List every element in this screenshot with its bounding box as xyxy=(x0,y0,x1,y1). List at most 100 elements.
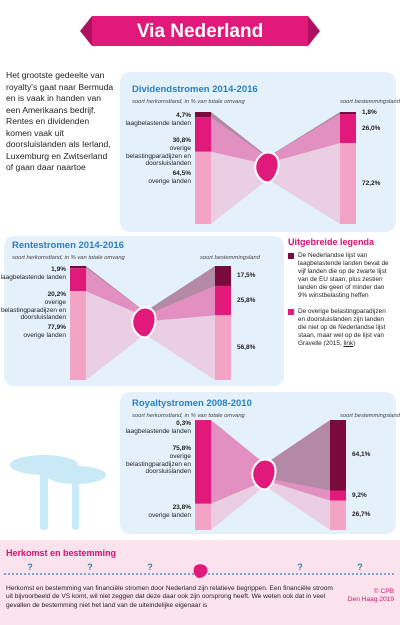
legend-item: De overige belastingparadijzen en doorsl… xyxy=(288,308,392,348)
series-label: overige belastingparadijzen en doorsluis… xyxy=(125,145,191,167)
bar-segment xyxy=(70,291,86,380)
legend-swatch xyxy=(288,309,294,315)
value-label: 75,8% xyxy=(172,445,191,452)
legend-item: De Nederlandse lijst van laagbelastende … xyxy=(288,252,392,300)
flow xyxy=(145,315,215,380)
series-label: laagbelastende landen xyxy=(125,428,191,435)
bar-segment xyxy=(215,315,231,380)
page-title: Via Nederland xyxy=(137,21,263,42)
value-label: 25,8% xyxy=(237,296,256,304)
chart-title: Royaltystromen 2008-2010 xyxy=(132,398,252,409)
nl-map xyxy=(254,151,280,184)
flow xyxy=(268,143,340,224)
series-label: laagbelastende landen xyxy=(0,274,66,281)
flow xyxy=(211,117,268,165)
route-marker: ? xyxy=(297,562,303,572)
bar-segment xyxy=(330,490,346,501)
bar-segment xyxy=(330,420,346,491)
bar-segment xyxy=(215,266,231,286)
bar-segment xyxy=(195,117,211,152)
nl-map xyxy=(251,458,277,491)
value-label: 1,8% xyxy=(362,109,377,116)
bar-segment xyxy=(70,266,86,269)
legend-title: Uitgebreide legenda xyxy=(288,237,375,247)
series-label: overige belastingparadijzen en doorsluis… xyxy=(125,453,191,475)
flow xyxy=(211,112,268,158)
bar-segment xyxy=(340,114,356,144)
credit: © CPB Den Haag 2019 xyxy=(348,588,394,605)
value-label: 72,2% xyxy=(362,179,381,187)
series-label: laagbelastende landen xyxy=(125,120,191,127)
nl-map xyxy=(131,306,157,339)
legend-swatch xyxy=(288,253,294,259)
route-marker: ? xyxy=(87,562,93,572)
value-label: 17,5% xyxy=(237,271,256,279)
value-label: 64,5% xyxy=(172,169,191,177)
axis-label: soort bestemmingsland xyxy=(340,413,400,419)
footer-band xyxy=(0,540,400,625)
bar-segment xyxy=(195,420,211,504)
series-label: overige belastingparadijzen en doorsluis… xyxy=(0,299,66,321)
value-label: 20,2% xyxy=(47,291,66,298)
flow xyxy=(211,420,265,465)
bar-segment xyxy=(195,503,211,530)
legend-text: De overige belastingparadijzen en doorsl… xyxy=(298,308,386,347)
flow xyxy=(145,266,215,316)
route-marker: ? xyxy=(27,562,33,572)
title-banner xyxy=(92,16,308,46)
intro: Het grootste gedeelte van royalty's gaat… xyxy=(6,70,114,172)
value-label: 9,2% xyxy=(352,491,367,499)
flow xyxy=(211,420,265,504)
flow xyxy=(211,151,268,224)
route-marker: ? xyxy=(147,562,153,572)
axis-label: soort herkomstland, in % van totale omva… xyxy=(12,255,126,261)
footer-text: Herkomst en bestemming van financiële st… xyxy=(6,585,333,609)
route-marker: ? xyxy=(357,562,363,572)
chart-title: Rentestromen 2014-2016 xyxy=(12,240,124,251)
credit-text: © CPB xyxy=(373,588,394,595)
flow xyxy=(211,480,265,530)
value-label: 23,8% xyxy=(172,503,191,511)
value-label: 0,3% xyxy=(176,420,191,427)
flow xyxy=(268,112,340,158)
flow xyxy=(145,285,215,322)
bar-segment xyxy=(215,285,231,316)
bar-segment xyxy=(70,268,86,292)
palm-trees xyxy=(10,455,106,530)
flow xyxy=(265,420,330,491)
value-label: 77,9% xyxy=(47,323,66,331)
series-label: overige landen xyxy=(148,511,191,519)
series-label: overige landen xyxy=(23,331,66,339)
bar-segment xyxy=(340,112,356,115)
bar-segment xyxy=(195,151,211,224)
axis-label: soort herkomstland, in % van totale omva… xyxy=(132,413,246,419)
flow xyxy=(268,114,340,164)
flow xyxy=(86,268,145,317)
bar-segment xyxy=(340,143,356,224)
legend-text: De Nederlandse lijst van laagbelastende … xyxy=(298,252,389,299)
flow xyxy=(86,291,145,380)
chart-title: Dividendstromen 2014-2016 xyxy=(132,84,258,95)
banner-end xyxy=(80,16,92,46)
credit-place: Den Haag 2019 xyxy=(347,596,394,604)
axis-label: soort herkomstland, in % van totale omva… xyxy=(132,99,246,105)
legend-text: ) xyxy=(353,340,356,347)
value-label: 26,0% xyxy=(362,124,381,132)
axis-label: soort bestemmingsland xyxy=(340,99,400,105)
value-label: 1,9% xyxy=(51,266,66,273)
series-label: overige landen xyxy=(148,177,191,185)
flow xyxy=(265,480,330,530)
footer-title: Herkomst en bestemming xyxy=(6,548,116,558)
axis-label: soort bestemmingsland xyxy=(200,255,261,261)
bar-segment xyxy=(195,112,211,118)
value-label: 64,1% xyxy=(352,451,371,459)
nl-map xyxy=(193,564,208,578)
bar-segment xyxy=(330,500,346,530)
value-label: 4,7% xyxy=(176,112,191,119)
value-label: 56,8% xyxy=(237,343,256,351)
flow xyxy=(86,266,145,313)
flow xyxy=(265,478,330,501)
legend-link[interactable]: link xyxy=(343,340,354,347)
